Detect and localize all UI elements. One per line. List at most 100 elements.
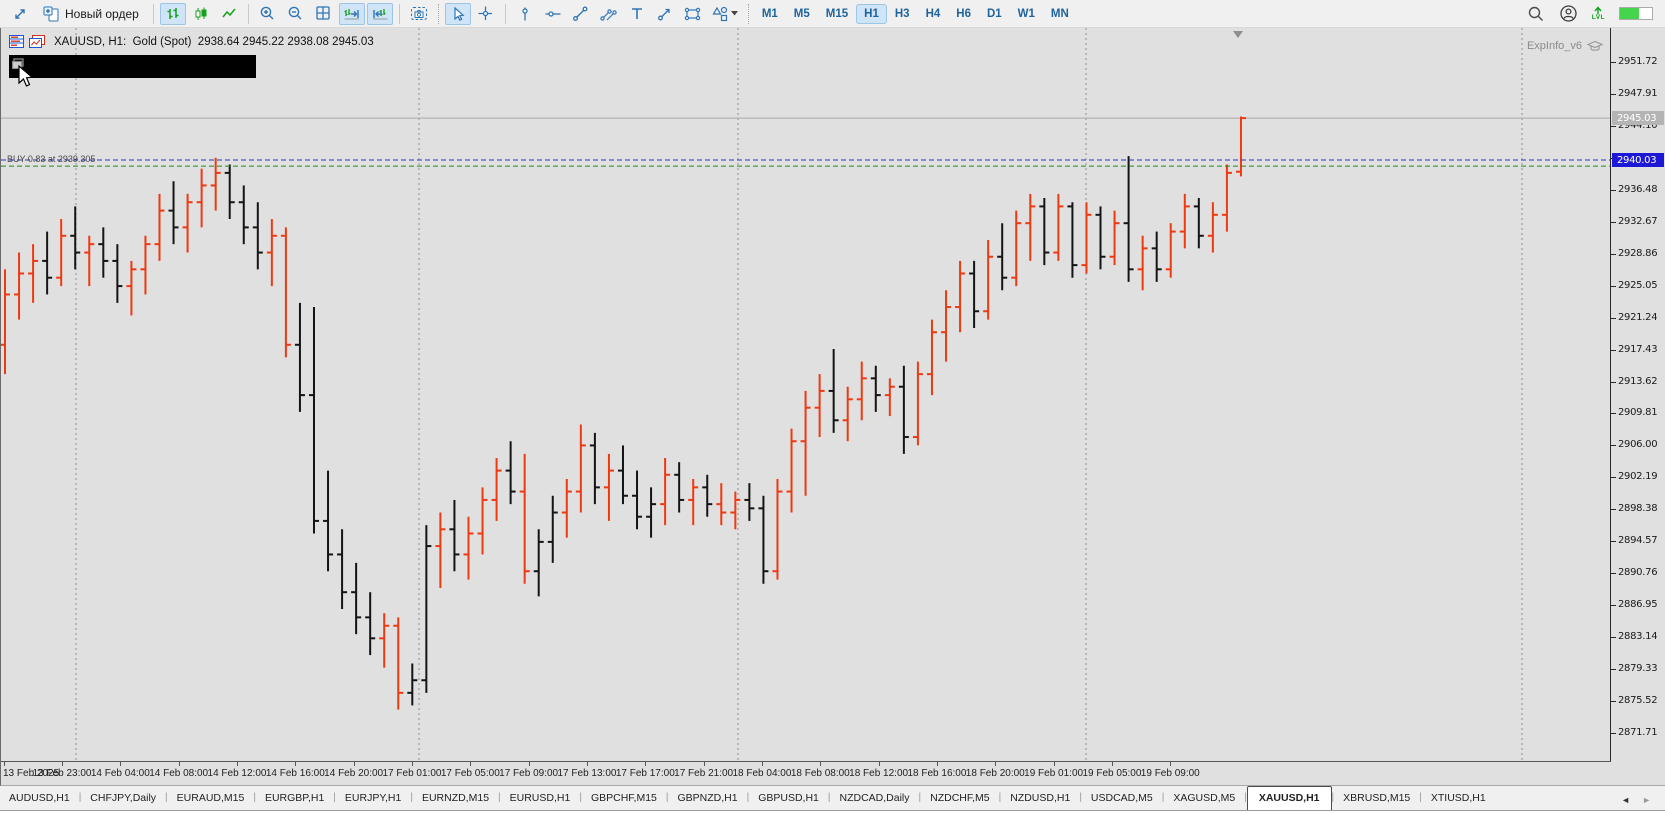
tab-CHFJPY-Daily[interactable]: CHFJPY,Daily: [90, 791, 157, 804]
time-axis[interactable]: 13 Feb 2025 13 Feb 23:00 14 Feb 04:00 14 Fe…: [1, 761, 1611, 785]
chart-shift-marker[interactable]: [1233, 31, 1243, 38]
tab-USDCAD-M5[interactable]: USDCAD,M5: [1090, 791, 1153, 804]
level-up-icon[interactable]: LVL: [1592, 6, 1605, 22]
timeframe-H1[interactable]: H1: [857, 4, 886, 23]
price-chart-plot[interactable]: [1, 28, 1611, 761]
tab-EURGBP-H1[interactable]: EURGBP,H1: [264, 791, 325, 804]
price-tick-mark: [1611, 221, 1616, 223]
expert-advisor-icon[interactable]: [1587, 40, 1603, 52]
zoom-out-icon: [287, 5, 304, 22]
tab-XAUUSD-H1[interactable]: XAUUSD,H1: [1246, 786, 1332, 810]
new-order-button[interactable]: Новый ордер: [35, 3, 147, 25]
toolbar-separator: [152, 3, 154, 24]
dragged-label-box[interactable]: [9, 55, 256, 78]
search-icon[interactable]: [1527, 5, 1545, 23]
tab-separator: |: [998, 792, 1002, 803]
timeframe-W1[interactable]: W1: [1017, 7, 1035, 20]
timeframe-M15[interactable]: M15: [825, 7, 849, 20]
chart-profile-icon[interactable]: [29, 35, 45, 48]
timeframe-H6[interactable]: H6: [956, 7, 971, 20]
tab-scroll-left-icon[interactable]: ◄: [1621, 795, 1631, 805]
tab-AUDUSD-H1[interactable]: AUDUSD,H1: [9, 791, 70, 804]
price-tick-label: 2936.48: [1618, 183, 1658, 195]
tab-GBPNZD-H1[interactable]: GBPNZD,H1: [677, 791, 738, 804]
tab-EURJPY-H1[interactable]: EURJPY,H1: [344, 791, 402, 804]
price-tick-label: 2883.14: [1618, 631, 1658, 643]
tab-NZDUSD-H1[interactable]: NZDUSD,H1: [1010, 791, 1071, 804]
zoom-out-button[interactable]: [283, 3, 309, 25]
price-tick-mark: [1611, 189, 1616, 191]
zoom-in-button[interactable]: [255, 3, 281, 25]
tab-separator: |: [918, 792, 922, 803]
horizontal-line-tool-button[interactable]: [540, 3, 566, 25]
price-scale-axis[interactable]: 2951.722947.912944.102940.292936.482932.…: [1610, 28, 1665, 761]
channel-tool-button[interactable]: [596, 3, 622, 25]
tab-XTIUSD-H1[interactable]: XTIUSD,H1: [1430, 791, 1486, 804]
tab-GBPUSD-H1[interactable]: GBPUSD,H1: [758, 791, 819, 804]
tab-XAGUSD-M5[interactable]: XAGUSD,M5: [1173, 791, 1236, 804]
scroll-to-end-button[interactable]: [338, 2, 365, 25]
tab-EURNZD-M15[interactable]: EURNZD,M15: [421, 791, 490, 804]
position-line-label: BUY 0.83 at 2939.305: [7, 154, 96, 165]
symbol-tabs-bar: AUDUSD,H1 | CHFJPY,Daily | EURAUD,M15 | EURGBP…: [0, 786, 1665, 810]
tab-separator: |: [1419, 792, 1422, 803]
price-tick-label: 2875.52: [1618, 695, 1658, 707]
account-icon[interactable]: [1559, 4, 1578, 23]
bar-chart-button[interactable]: [159, 2, 186, 25]
timeframe-MN[interactable]: MN: [1050, 7, 1069, 20]
price-tick-label: 2913.62: [1618, 375, 1658, 387]
tab-NZDCHF-M5[interactable]: NZDCHF,M5: [930, 791, 990, 804]
time-tick-mark: [995, 762, 997, 766]
market-depth-icon[interactable]: [9, 35, 24, 48]
time-axis-label: 14 Feb 12:00: [207, 768, 267, 779]
chart-header: XAUUSD, H1: Gold (Spot) 2938.64 2945.22 …: [9, 35, 374, 48]
level-label: LVL: [1591, 13, 1605, 21]
shapes-tool-button[interactable]: [708, 3, 742, 25]
price-tick-label: 2909.81: [1618, 407, 1658, 419]
timeframe-H3[interactable]: H3: [894, 7, 910, 20]
symbol-tabs: AUDUSD,H1 | CHFJPY,Daily | EURAUD,M15 | EURGBP…: [0, 786, 1495, 810]
tab-EURUSD-H1[interactable]: EURUSD,H1: [509, 791, 571, 804]
candlestick-chart-button[interactable]: [188, 3, 214, 25]
time-tick-mark: [645, 762, 647, 766]
line-chart-button[interactable]: [216, 3, 242, 25]
line-chart-icon: [221, 6, 237, 22]
expert-advisor-info: ExpInfo_v6: [1527, 40, 1603, 52]
tab-scroll-right-icon[interactable]: ►: [1642, 795, 1651, 805]
time-axis-label: 18 Feb 16:00: [907, 768, 967, 779]
timeframe-M1[interactable]: M1: [761, 7, 778, 20]
time-axis-label: 14 Feb 20:00: [324, 768, 384, 779]
toolbar-drag-handle: [747, 3, 749, 24]
tab-GBPCHF-M15[interactable]: GBPCHF,M15: [590, 791, 657, 804]
timeframe-group: M1 M5 M15 H1 H3 H4 H6 D1 W1 MN: [754, 4, 1077, 23]
tab-separator: |: [333, 792, 336, 803]
rectangle-tool-button[interactable]: [680, 3, 706, 25]
cursor-tool-button[interactable]: [444, 2, 471, 25]
crosshair-tool-button[interactable]: [473, 3, 499, 25]
screenshot-button[interactable]: [406, 3, 432, 25]
price-tick-mark: [1611, 701, 1616, 703]
time-axis-label: 14 Feb 08:00: [149, 768, 209, 779]
auto-scroll-button[interactable]: [366, 2, 393, 25]
price-tick-label: 2886.95: [1618, 599, 1658, 611]
time-tick-mark: [236, 762, 238, 766]
timeframe-D1[interactable]: D1: [986, 7, 1002, 20]
timeframe-M5[interactable]: M5: [793, 7, 810, 20]
text-tool-button[interactable]: [624, 3, 650, 25]
vertical-line-tool-button[interactable]: [512, 3, 538, 25]
arrow-tool-button[interactable]: [652, 3, 678, 25]
tab-NZDCAD-Daily[interactable]: NZDCAD,Daily: [839, 791, 910, 804]
trendline-tool-button[interactable]: [568, 3, 594, 25]
tab-XBRUSD-M15[interactable]: XBRUSD,M15: [1343, 791, 1411, 804]
chart-window[interactable]: XAUUSD, H1: Gold (Spot) 2938.64 2945.22 …: [0, 28, 1665, 786]
tab-EURAUD-M15[interactable]: EURAUD,M15: [176, 791, 245, 804]
toolbar-drag-handle[interactable]: [437, 3, 439, 24]
timeframe-H4[interactable]: H4: [925, 7, 941, 20]
price-tick-mark: [1611, 573, 1616, 575]
expand-chart-button[interactable]: [7, 3, 33, 25]
time-axis-label: 13 Feb 23:00: [32, 768, 92, 779]
tile-windows-button[interactable]: [311, 3, 337, 25]
time-axis-label: 17 Feb 01:00: [382, 768, 442, 779]
price-tick-label: 2898.38: [1618, 503, 1658, 515]
time-axis-label: 19 Feb 09:00: [1140, 768, 1200, 779]
